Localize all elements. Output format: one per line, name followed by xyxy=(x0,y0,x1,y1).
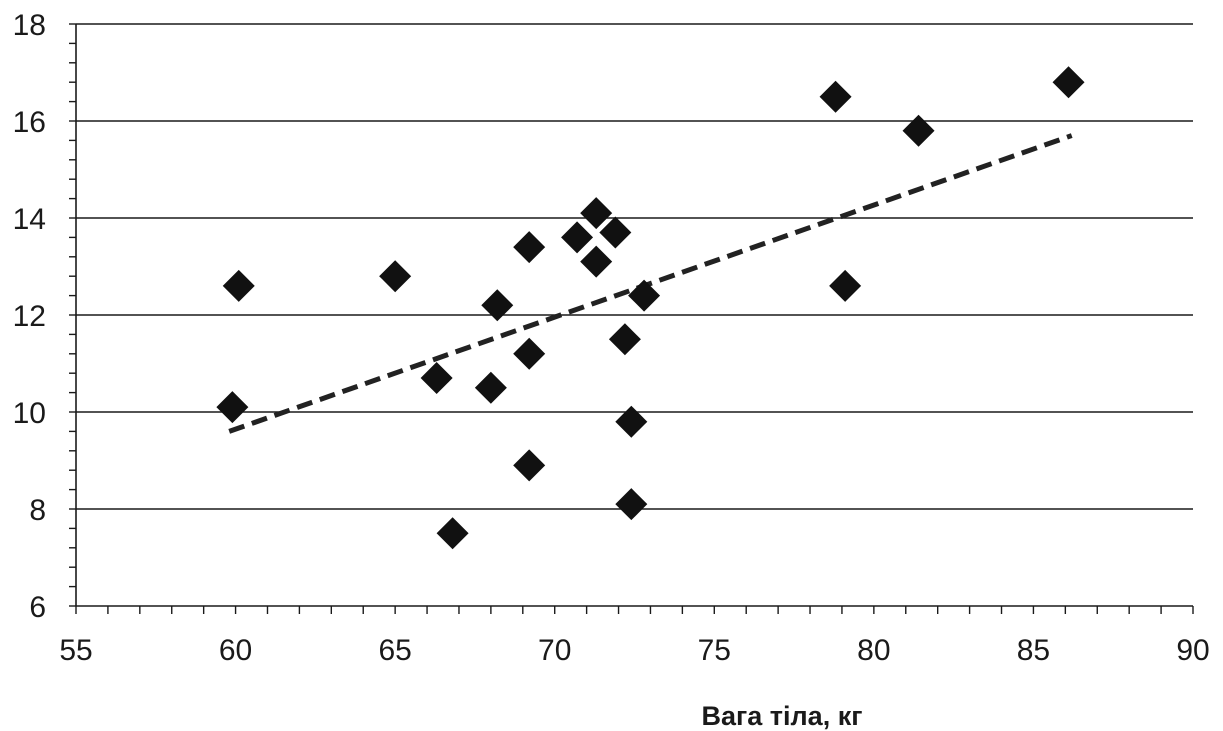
data-point-14 xyxy=(608,323,641,356)
data-point-17 xyxy=(628,279,661,312)
data-point-13 xyxy=(599,216,632,249)
data-point-21 xyxy=(1052,66,1085,99)
data-point-3 xyxy=(420,362,453,395)
data-points xyxy=(216,66,1085,550)
axis-ticks xyxy=(69,23,1194,614)
data-point-8 xyxy=(513,337,546,370)
trendline xyxy=(228,133,1073,434)
data-point-11 xyxy=(580,197,613,230)
x-tick-label-2: 65 xyxy=(378,634,411,667)
data-point-15 xyxy=(615,405,648,438)
data-point-12 xyxy=(580,245,613,278)
data-point-7 xyxy=(513,231,546,264)
data-point-0 xyxy=(222,269,255,302)
data-point-16 xyxy=(615,488,648,521)
y-tick-label-2: 10 xyxy=(13,397,46,430)
data-point-6 xyxy=(481,289,514,322)
data-point-20 xyxy=(902,114,935,147)
y-tick-label-1: 8 xyxy=(29,494,46,527)
data-point-19 xyxy=(829,269,862,302)
x-tick-label-7: 90 xyxy=(1176,634,1209,667)
x-tick-label-6: 85 xyxy=(1017,634,1050,667)
x-tick-label-3: 70 xyxy=(538,634,571,667)
data-point-4 xyxy=(436,517,469,550)
gridlines xyxy=(76,23,1193,510)
x-tick-label-4: 75 xyxy=(698,634,731,667)
x-tick-label-5: 80 xyxy=(857,634,890,667)
y-tick-label-6: 18 xyxy=(13,9,46,42)
y-tick-labels: 6 8 10 12 14 16 18 xyxy=(13,9,46,624)
data-point-9 xyxy=(513,449,546,482)
data-point-10 xyxy=(561,221,594,254)
data-point-1 xyxy=(216,391,249,424)
data-point-5 xyxy=(474,371,507,404)
x-tick-label-0: 55 xyxy=(59,634,92,667)
trendline-group xyxy=(228,133,1073,434)
x-tick-label-1: 60 xyxy=(219,634,252,667)
y-tick-label-0: 6 xyxy=(29,591,46,624)
x-tick-labels: 55 60 65 70 75 80 85 90 xyxy=(59,634,1209,667)
y-tick-label-3: 12 xyxy=(13,300,46,333)
data-point-18 xyxy=(819,80,852,113)
y-tick-label-5: 16 xyxy=(13,106,46,139)
x-axis-title: Вага тіла, кг xyxy=(702,701,863,731)
data-point-2 xyxy=(379,260,412,293)
y-tick-label-4: 14 xyxy=(13,203,46,236)
